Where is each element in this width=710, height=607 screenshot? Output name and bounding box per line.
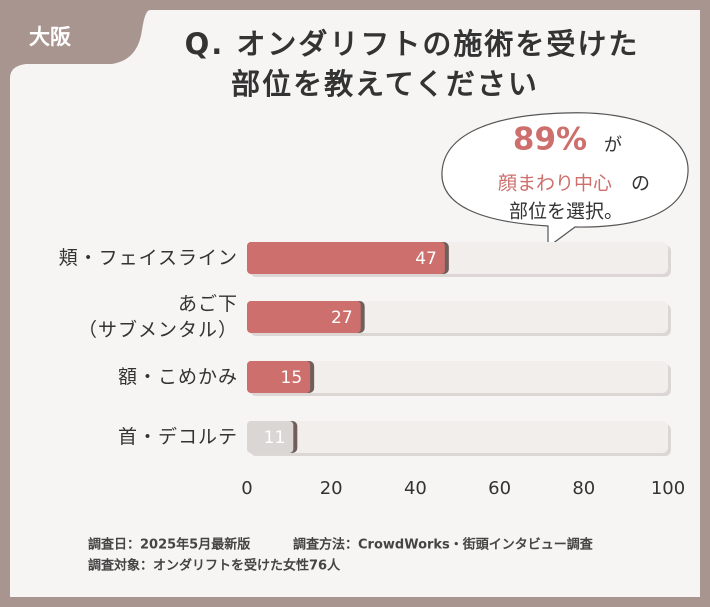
x-tick-label: 20: [320, 478, 343, 499]
footer-note: 調査日：2025年5月最新版: [88, 537, 250, 553]
chart-title: 部位を教えてください: [231, 67, 539, 101]
category-label: 頬・フェイスライン: [58, 247, 238, 269]
annotation-text: の: [631, 173, 650, 195]
bar: [247, 421, 294, 453]
value-label: 27: [331, 308, 353, 328]
value-label: 47: [415, 249, 437, 269]
footer-note: 調査方法：CrowdWorks・街頭インタビュー調査: [293, 537, 594, 553]
category-label: 首・デコルテ: [117, 426, 238, 448]
x-tick-label: 60: [488, 478, 511, 499]
value-label: 11: [264, 428, 286, 448]
category-label: 額・こめかみ: [117, 366, 238, 388]
value-label: 15: [281, 368, 303, 388]
x-tick-label: 100: [651, 478, 685, 499]
region-tag: 大阪: [29, 25, 72, 49]
bar-track: [247, 421, 668, 453]
footer-note: 調査対象：オンダリフトを受けた女性76人: [88, 558, 341, 574]
x-tick-label: 80: [572, 478, 595, 499]
x-tick-label: 0: [241, 478, 252, 499]
annotation-text: が: [604, 135, 622, 156]
annotation-highlight: 顔まわり中心: [498, 173, 612, 195]
bar-track: [247, 361, 668, 393]
bar: [247, 301, 361, 333]
annotation-text: 部位を選択。: [509, 201, 623, 223]
bar: [247, 361, 311, 393]
x-tick-label: 40: [404, 478, 427, 499]
category-label: あご下 （サブメンタル）: [77, 293, 238, 341]
chart-title: Q. オンダリフトの施術を受けた: [185, 27, 640, 61]
bar: [247, 242, 445, 274]
annotation-percent: 89%: [513, 122, 587, 158]
